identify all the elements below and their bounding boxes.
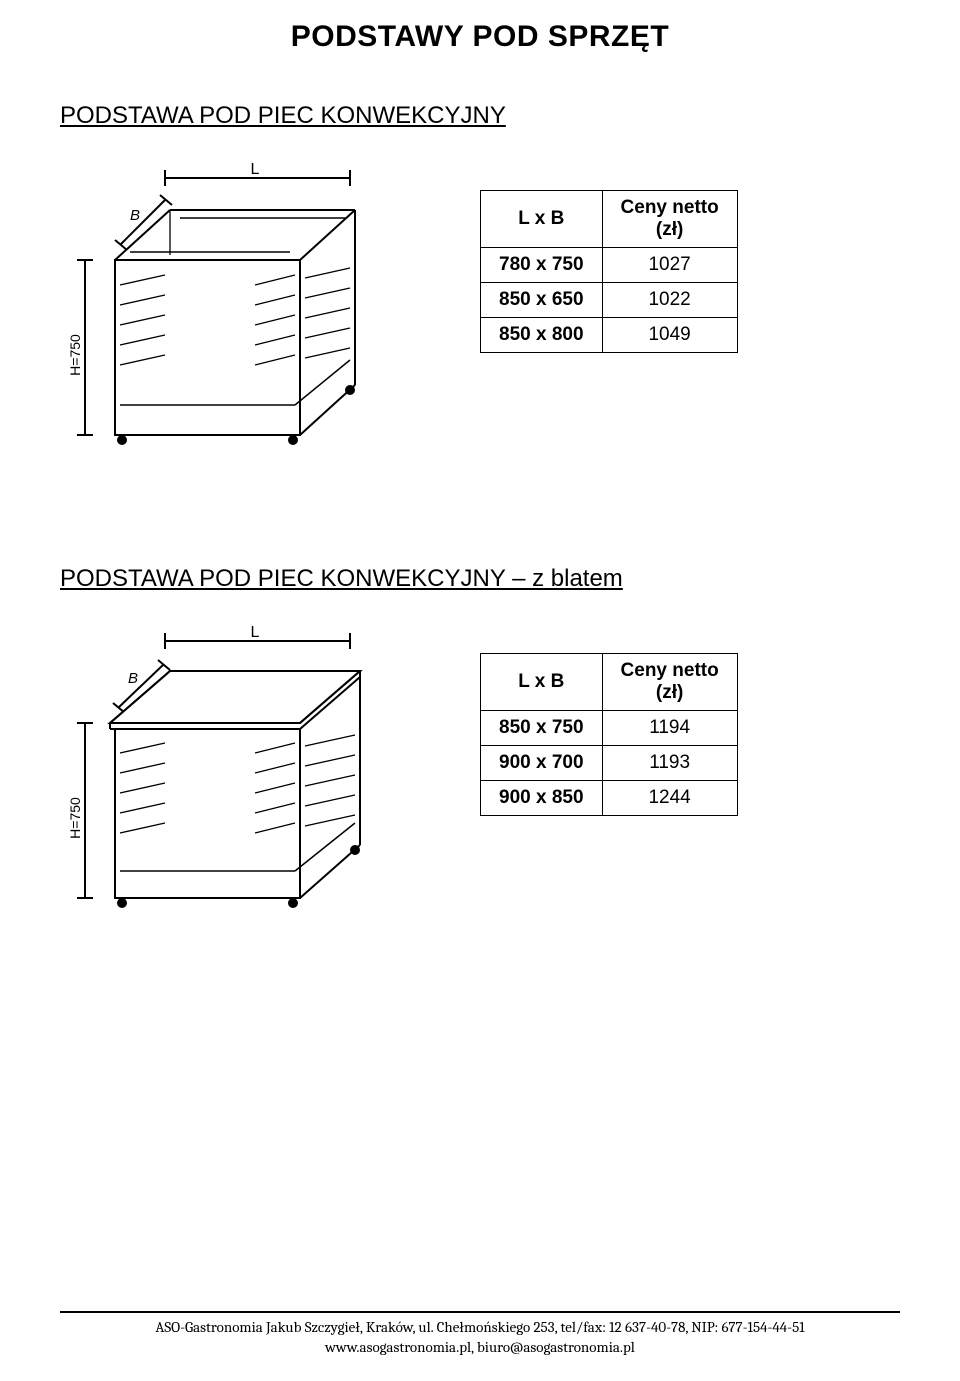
section-2-title: PODSTAWA POD PIEC KONWEKCYJNY – z blatem [60, 565, 900, 593]
cell-price: 1194 [602, 711, 737, 746]
col-price-header: Ceny netto (zł) [602, 191, 737, 248]
svg-text:B: B [130, 207, 140, 224]
cell-dim: 900 x 700 [481, 746, 603, 781]
svg-text:L: L [251, 624, 260, 641]
col-dim-header: L x B [481, 654, 603, 711]
table-row: 900 x 700 1193 [481, 746, 738, 781]
cell-dim: 850 x 800 [481, 318, 603, 353]
col-price-header: Ceny netto (zł) [602, 654, 737, 711]
col-dim-header: L x B [481, 191, 603, 248]
cell-dim: 850 x 750 [481, 711, 603, 746]
table-row: 900 x 850 1244 [481, 781, 738, 816]
table-row: 780 x 750 1027 [481, 248, 738, 283]
cell-price: 1022 [602, 283, 737, 318]
cell-price: 1049 [602, 318, 737, 353]
cell-price: 1244 [602, 781, 737, 816]
footer-rule [60, 1311, 900, 1313]
table-row: 850 x 800 1049 [481, 318, 738, 353]
cell-price: 1027 [602, 248, 737, 283]
table-row: 850 x 750 1194 [481, 711, 738, 746]
footer-line-2: www.asogastronomia.pl, biuro@asogastrono… [0, 1337, 960, 1357]
page-title: PODSTAWY POD SPRZĘT [60, 20, 900, 54]
diagram-1: L B H=750 [60, 160, 390, 465]
table-2: L x B Ceny netto (zł) 850 x 750 1194 900… [480, 653, 738, 816]
svg-text:L: L [251, 161, 260, 178]
stand-with-top-diagram-icon: L B H=750 [60, 623, 390, 923]
footer: ASO-Gastronomia Jakub Szczygieł, Kraków,… [0, 1311, 960, 1358]
cell-price: 1193 [602, 746, 737, 781]
section-1-title: PODSTAWA POD PIEC KONWEKCYJNY [60, 102, 900, 130]
footer-line-1: ASO-Gastronomia Jakub Szczygieł, Kraków,… [0, 1317, 960, 1337]
svg-text:H=750: H=750 [67, 797, 83, 839]
svg-text:H=750: H=750 [67, 334, 83, 376]
svg-text:B: B [128, 670, 138, 687]
section-1: PODSTAWA POD PIEC KONWEKCYJNY L B [60, 102, 900, 465]
stand-diagram-icon: L B H=750 [60, 160, 390, 460]
table-row: 850 x 650 1022 [481, 283, 738, 318]
cell-dim: 850 x 650 [481, 283, 603, 318]
section-2: PODSTAWA POD PIEC KONWEKCYJNY – z blatem… [60, 565, 900, 928]
cell-dim: 780 x 750 [481, 248, 603, 283]
diagram-2: L B H=750 [60, 623, 390, 928]
table-1: L x B Ceny netto (zł) 780 x 750 1027 850… [480, 190, 738, 353]
cell-dim: 900 x 850 [481, 781, 603, 816]
